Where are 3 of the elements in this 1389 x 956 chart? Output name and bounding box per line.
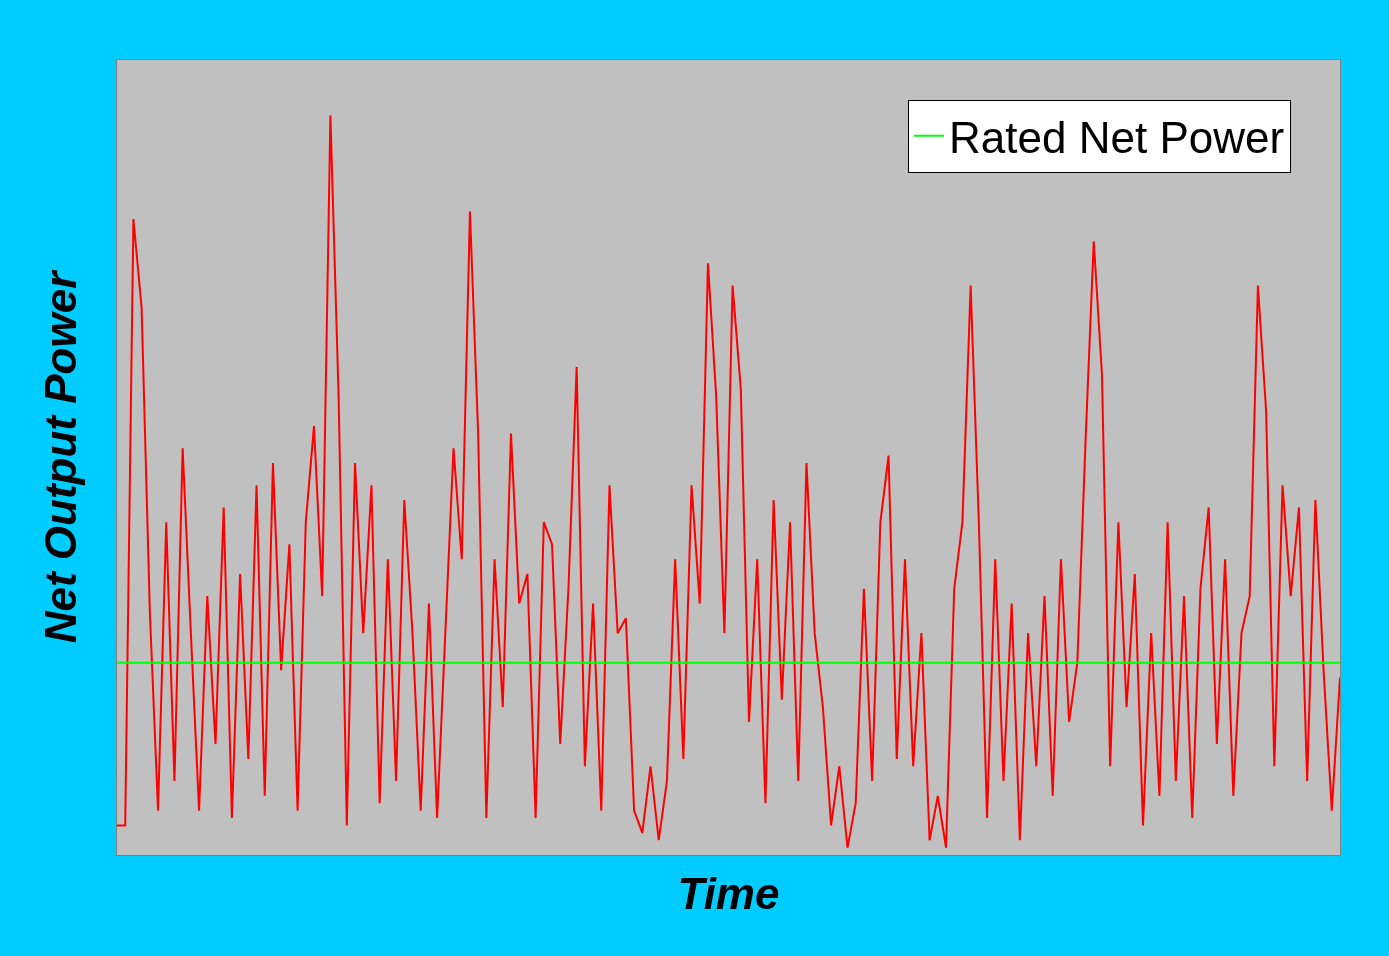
legend-label: Rated Net Power: [949, 113, 1285, 163]
y-axis-title: Net Output Power: [36, 268, 86, 644]
x-axis-title: Time: [677, 868, 780, 918]
